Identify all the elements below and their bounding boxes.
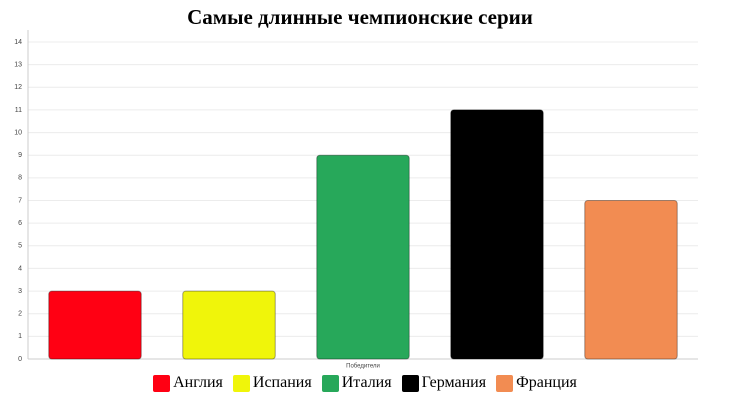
legend-item[interactable]: Англия [153,374,223,392]
y-tick-label: 8 [18,175,22,182]
legend-label: Италия [341,374,392,391]
legend-label: Франция [516,374,577,391]
bar [316,154,410,360]
legend-item[interactable]: Германия [401,374,487,392]
y-tick-label: 2 [18,311,22,318]
legend-swatch [232,374,250,392]
legend-item[interactable]: Италия [321,374,392,392]
bar [48,290,142,360]
y-tick-label: 7 [18,197,22,204]
legend-swatch [401,374,419,392]
bar [584,200,678,360]
chart-title: Самые длинные чемпионские серии [187,5,533,29]
y-tick-label: 10 [14,129,22,136]
y-tick-label: 3 [18,288,22,295]
y-tick-label: 14 [14,39,22,46]
y-tick-label: 9 [18,152,22,159]
y-tick-label: 12 [14,84,22,91]
legend-label: Англия [173,374,223,391]
legend-swatch [496,374,514,392]
legend-label: Испания [252,374,312,391]
y-tick-label: 5 [18,243,22,250]
bar [450,109,544,360]
legend-swatch [321,374,339,392]
legend: Англия Испания Италия Германия Франция [0,374,730,392]
y-tick-label: 13 [14,61,22,68]
y-tick-label: 4 [18,265,22,272]
y-tick-label: 6 [18,220,22,227]
legend-item[interactable]: Испания [232,374,312,392]
y-tick-label: 11 [15,107,22,114]
bar [182,290,276,360]
y-tick-label: 1 [18,333,22,340]
legend-item[interactable]: Франция [496,374,577,392]
legend-label: Германия [421,374,487,391]
y-tick-label: 0 [18,356,22,363]
x-tick-label: Победители [346,364,380,370]
legend-swatch [153,374,171,392]
